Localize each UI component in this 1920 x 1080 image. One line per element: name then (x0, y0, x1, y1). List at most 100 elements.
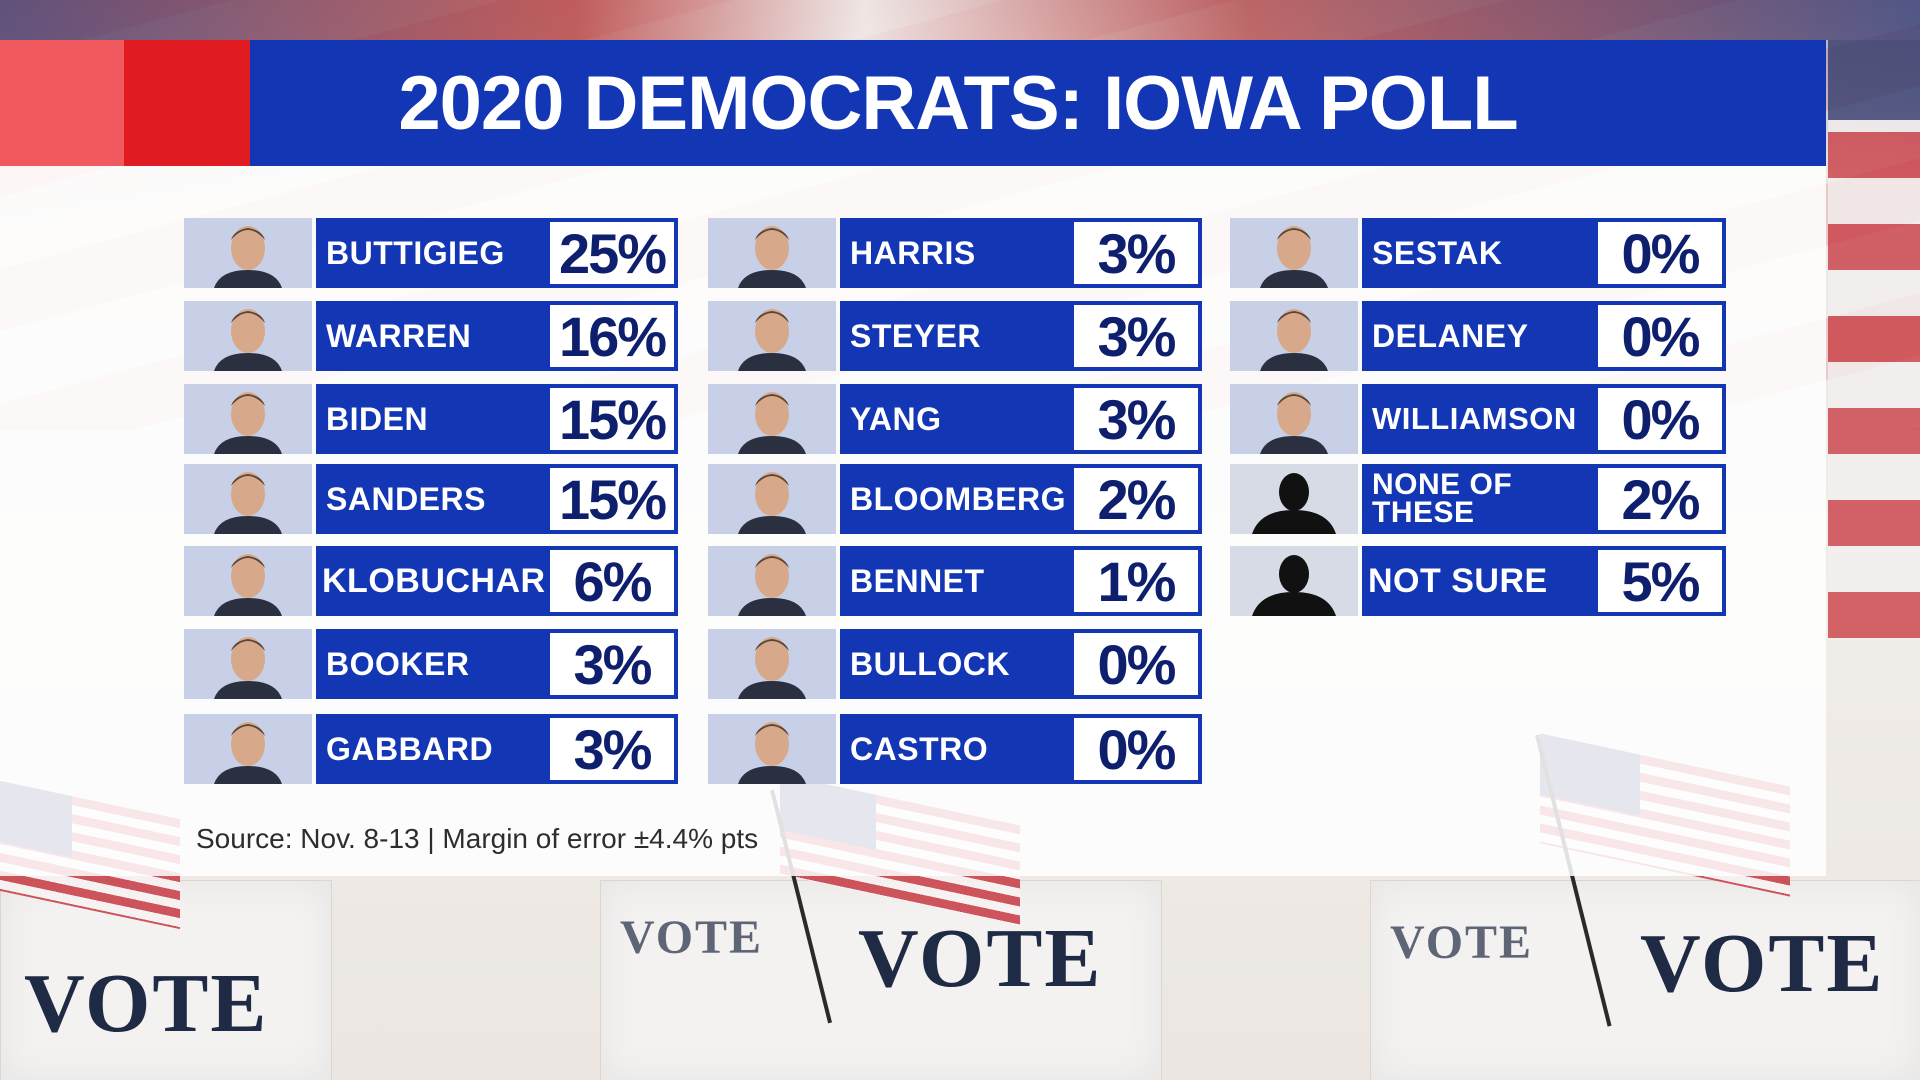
candidate-name-cell: NOT SURE (1362, 546, 1594, 616)
source-note: Source: Nov. 8-13 | Margin of error ±4.4… (196, 823, 759, 854)
percent-value: 2% (1621, 467, 1701, 531)
percent-cell: 1% (1070, 546, 1202, 616)
percent-value: 2% (1097, 467, 1177, 531)
table-row: DELANEY 0% (1230, 301, 1726, 371)
candidate-photo (708, 218, 836, 288)
candidate-name-cell: BENNET (840, 546, 1070, 616)
candidate-name-cell: HARRIS (840, 218, 1070, 288)
candidate-name: NOT SURE (1368, 562, 1548, 600)
silhouette-icon (1230, 464, 1358, 534)
percent-cell: 0% (1070, 714, 1202, 784)
percent-value: 15% (558, 467, 667, 531)
percent-cell: 25% (546, 218, 678, 288)
percent-value: 15% (558, 387, 667, 451)
candidate-name: DELANEY (1372, 318, 1529, 354)
table-row: SESTAK 0% (1230, 218, 1726, 288)
table-row: GABBARD 3% (184, 714, 678, 784)
candidate-name: NONE OF THESE (1372, 468, 1513, 529)
percent-cell: 3% (546, 714, 678, 784)
percent-cell: 0% (1594, 301, 1726, 371)
percent-value: 0% (1621, 304, 1701, 368)
candidate-name: BENNET (850, 563, 985, 599)
candidate-name: WARREN (326, 318, 472, 354)
candidate-name-cell: BOOKER (316, 629, 546, 699)
candidate-name: GABBARD (326, 731, 494, 767)
percent-value: 0% (1097, 717, 1177, 781)
table-row: WARREN 16% (184, 301, 678, 371)
percent-cell: 3% (1070, 301, 1202, 371)
candidate-photo (184, 629, 312, 699)
percent-cell: 15% (546, 464, 678, 534)
candidate-name: BOOKER (326, 646, 470, 682)
candidate-name: BULLOCK (850, 646, 1010, 682)
percent-value: 0% (1621, 387, 1701, 451)
candidate-name: STEYER (850, 318, 982, 354)
candidate-name-cell: WARREN (316, 301, 546, 371)
table-row: KLOBUCHAR 6% (184, 546, 678, 616)
table-row: SANDERS 15% (184, 464, 678, 534)
candidate-photo (184, 464, 312, 534)
percent-value: 5% (1621, 549, 1701, 613)
candidate-photo (708, 301, 836, 371)
vote-label-2: VOTE (858, 912, 1103, 1005)
candidate-name: KLOBUCHAR (322, 562, 546, 600)
percent-cell: 3% (1070, 384, 1202, 454)
candidate-name: BUTTIGIEG (326, 235, 505, 271)
table-row: BIDEN 15% (184, 384, 678, 454)
candidate-photo (184, 301, 312, 371)
candidate-photo (1230, 218, 1358, 288)
candidate-photo (708, 714, 836, 784)
table-row: WILLIAMSON 0% (1230, 384, 1726, 454)
candidate-name: BIDEN (326, 401, 429, 437)
table-row: CASTRO 0% (708, 714, 1202, 784)
page-title: 2020 DEMOCRATS: IOWA POLL (398, 60, 1518, 146)
table-row: YANG 3% (708, 384, 1202, 454)
percent-value: 3% (573, 717, 653, 781)
table-row: STEYER 3% (708, 301, 1202, 371)
header-accent-red (124, 40, 250, 166)
candidate-name: YANG (850, 401, 942, 437)
percent-value: 6% (573, 549, 653, 613)
candidate-name-cell: BIDEN (316, 384, 546, 454)
table-row: BOOKER 3% (184, 629, 678, 699)
percent-cell: 2% (1070, 464, 1202, 534)
candidate-name-cell: KLOBUCHAR (316, 546, 546, 616)
percent-cell: 2% (1594, 464, 1726, 534)
table-row: NONE OF THESE 2% (1230, 464, 1726, 534)
percent-cell: 16% (546, 301, 678, 371)
candidate-name-cell: DELANEY (1362, 301, 1594, 371)
percent-cell: 6% (546, 546, 678, 616)
header-title-bar: 2020 DEMOCRATS: IOWA POLL (250, 40, 1826, 166)
percent-cell: 15% (546, 384, 678, 454)
vote-booth-center (600, 880, 1162, 1080)
vote-label-5: VOTE (1390, 916, 1534, 969)
candidate-name-cell: BUTTIGIEG (316, 218, 546, 288)
candidate-photo (708, 464, 836, 534)
candidate-name: BLOOMBERG (850, 481, 1067, 517)
vote-label-3: VOTE (620, 911, 764, 964)
table-row: BENNET 1% (708, 546, 1202, 616)
candidate-name-cell: GABBARD (316, 714, 546, 784)
candidate-name-cell: SESTAK (1362, 218, 1594, 288)
percent-value: 3% (573, 632, 653, 696)
candidate-name-cell: NONE OF THESE (1362, 464, 1594, 534)
candidate-photo (184, 546, 312, 616)
percent-value: 1% (1097, 549, 1177, 613)
candidate-photo (1230, 301, 1358, 371)
vote-label-1: VOTE (24, 957, 269, 1050)
candidate-name-cell: WILLIAMSON (1362, 384, 1594, 454)
percent-value: 0% (1621, 221, 1701, 285)
percent-value: 3% (1097, 304, 1177, 368)
candidate-name: WILLIAMSON (1372, 401, 1577, 436)
background-top-bunting (0, 0, 1920, 40)
candidate-name-cell: BLOOMBERG (840, 464, 1070, 534)
candidate-photo (1230, 384, 1358, 454)
candidate-photo (708, 384, 836, 454)
percent-value: 0% (1097, 632, 1177, 696)
table-row: BULLOCK 0% (708, 629, 1202, 699)
percent-value: 25% (558, 221, 667, 285)
table-row: BUTTIGIEG 25% (184, 218, 678, 288)
candidate-name: SANDERS (326, 481, 486, 517)
candidate-name-cell: CASTRO (840, 714, 1070, 784)
percent-cell: 0% (1594, 384, 1726, 454)
